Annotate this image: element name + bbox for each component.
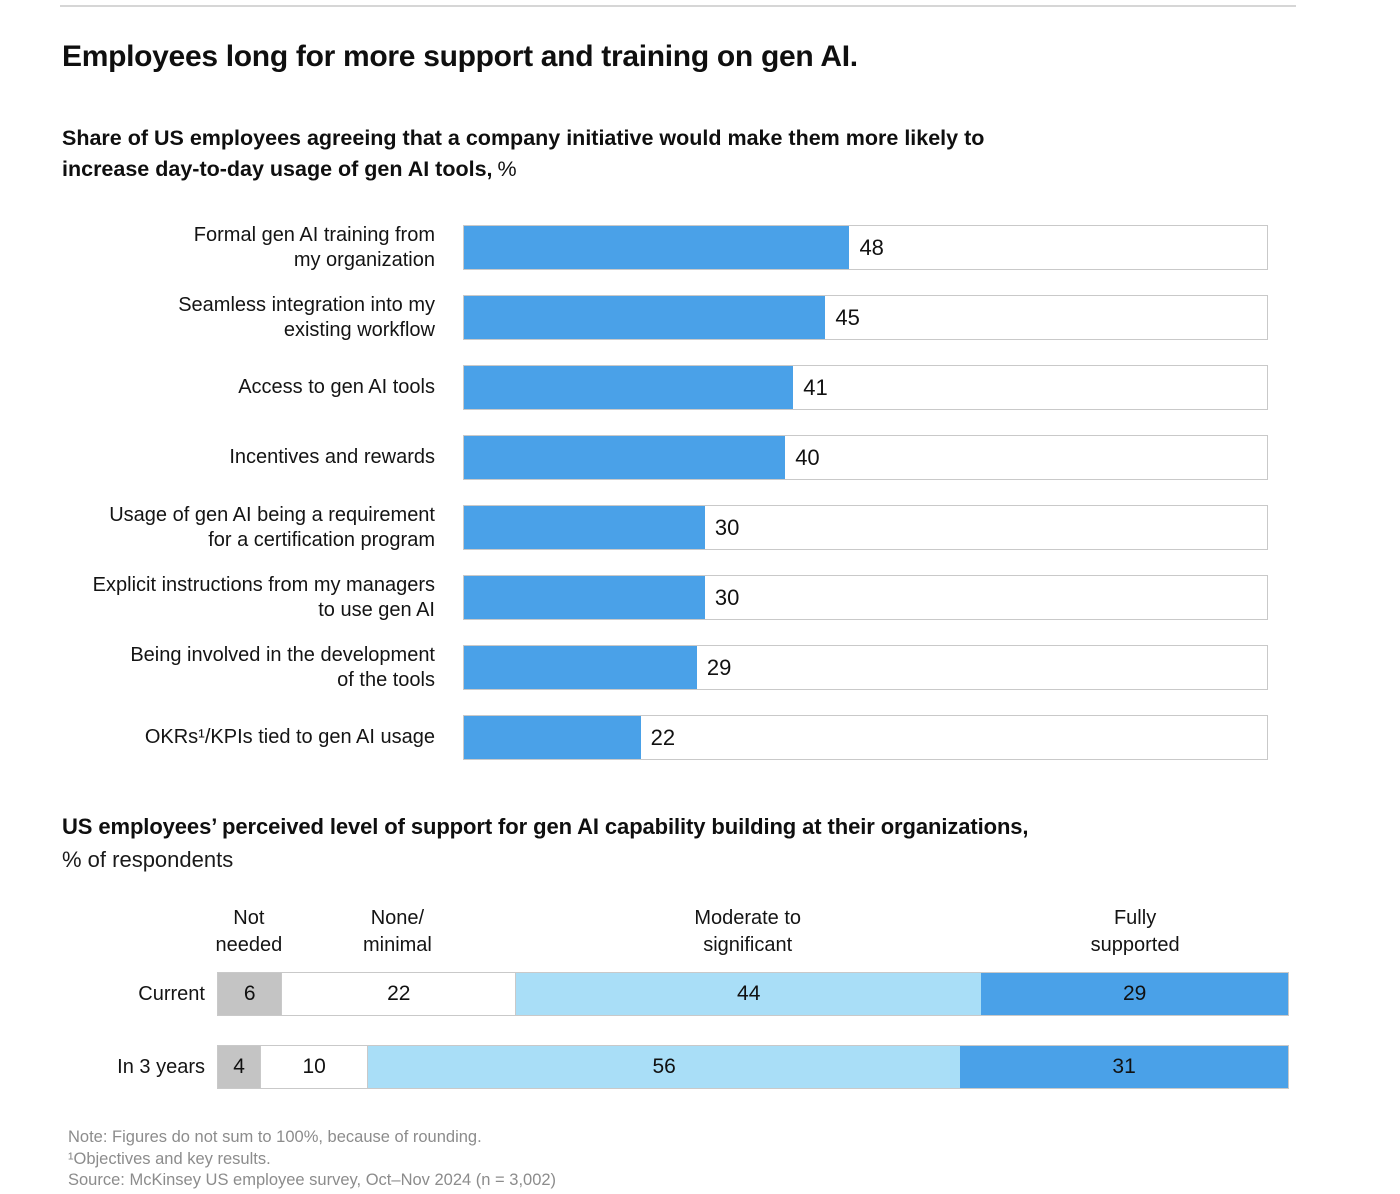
bar-track: 30 (463, 575, 1268, 620)
stacked-segment-not-needed: 6 (218, 973, 282, 1015)
bar-category-label: Being involved in the development of the… (130, 643, 435, 691)
bar-row: Formal gen AI training from my organizat… (62, 223, 1268, 271)
bar-track: 45 (463, 295, 1268, 340)
stacked-segment-none--minimal: 22 (281, 973, 517, 1015)
bar-row: Incentives and rewards 40 (62, 435, 1268, 480)
bar-category-label: Seamless integration into my existing wo… (178, 293, 435, 341)
segment-column-header: Moderate to significant (694, 907, 802, 956)
stacked-row-label: In 3 years (117, 1055, 205, 1078)
bar-row: Being involved in the development of the… (62, 643, 1268, 691)
top-rule (60, 5, 1296, 7)
bar-category-label: Usage of gen AI being a requirement for … (109, 503, 435, 551)
chart2-title: US employees’ perceived level of support… (62, 814, 1029, 839)
bar-row: Access to gen AI tools 41 (62, 365, 1268, 410)
bar-fill (464, 296, 826, 339)
bar-track: 48 (463, 225, 1268, 270)
stacked-segment-moderate-to-significant: 56 (368, 1046, 961, 1088)
bar-category-label: Access to gen AI tools (238, 376, 435, 398)
bar-category-label: Formal gen AI training from my organizat… (193, 223, 435, 271)
stacked-bar: 4 10 56 31 (217, 1045, 1289, 1089)
bar-row: Usage of gen AI being a requirement for … (62, 503, 1268, 551)
stacked-bar: 6 22 44 29 (217, 972, 1289, 1016)
bar-category-label: Incentives and rewards (229, 446, 435, 468)
chart1-subtitle-text: Share of US employees agreeing that a co… (62, 126, 985, 181)
stacked-segment-fully-supported: 29 (981, 973, 1289, 1015)
segment-column-header: Fully supported (1090, 907, 1180, 956)
bar-fill (464, 576, 705, 619)
footnote-line: ¹Objectives and key results. (68, 1149, 271, 1168)
bar-row: OKRs¹/KPIs tied to gen AI usage 22 (62, 715, 1268, 760)
bar-fill (464, 646, 697, 689)
bar-fill (464, 226, 850, 269)
bar-track: 29 (463, 645, 1268, 690)
stacked-segment-not-needed: 4 (218, 1046, 261, 1088)
stacked-segment-none--minimal: 10 (260, 1046, 369, 1088)
footnote-line: Note: Figures do not sum to 100%, becaus… (68, 1128, 482, 1146)
bar-fill (464, 506, 705, 549)
bar-row: Seamless integration into my existing wo… (62, 293, 1268, 341)
page-title: Employees long for more support and trai… (62, 40, 858, 73)
bar-value-label: 40 (795, 444, 820, 470)
bar-value-label: 48 (859, 234, 884, 260)
bar-value-label: 22 (650, 724, 676, 750)
bar-track: 30 (463, 505, 1268, 550)
bar-track: 22 (463, 715, 1268, 760)
stacked-segment-moderate-to-significant: 44 (516, 973, 982, 1015)
chart2-unit: % of respondents (62, 847, 234, 872)
bar-track: 40 (463, 435, 1268, 480)
bar-category-label: Explicit instructions from my managers t… (92, 573, 435, 621)
stacked-row-label: Current (138, 982, 205, 1005)
bar-category-label: OKRs¹/KPIs tied to gen AI usage (144, 726, 435, 748)
footnotes: Note: Figures do not sum to 100%, becaus… (68, 1127, 556, 1192)
bar-value-label: 30 (714, 514, 740, 540)
bar-value-label: 30 (714, 584, 740, 610)
bar-fill (464, 716, 641, 759)
bar-value-label: 45 (835, 304, 860, 330)
chart1-subtitle: Share of US employees agreeing that a co… (62, 123, 984, 185)
segment-column-header: Not needed (215, 907, 283, 956)
footnote-line: Source: McKinsey US employee survey, Oct… (68, 1171, 557, 1189)
bar-row: Explicit instructions from my managers t… (62, 573, 1268, 621)
bar-value-label: 29 (706, 654, 732, 680)
bar-fill (464, 436, 786, 479)
chart1-subtitle-unit: % (497, 157, 517, 181)
segment-column-header: None/ minimal (362, 907, 432, 956)
stacked-segment-fully-supported: 31 (960, 1046, 1288, 1088)
bar-track: 41 (463, 365, 1268, 410)
bar-value-label: 41 (803, 374, 828, 400)
bar-fill (464, 366, 794, 409)
